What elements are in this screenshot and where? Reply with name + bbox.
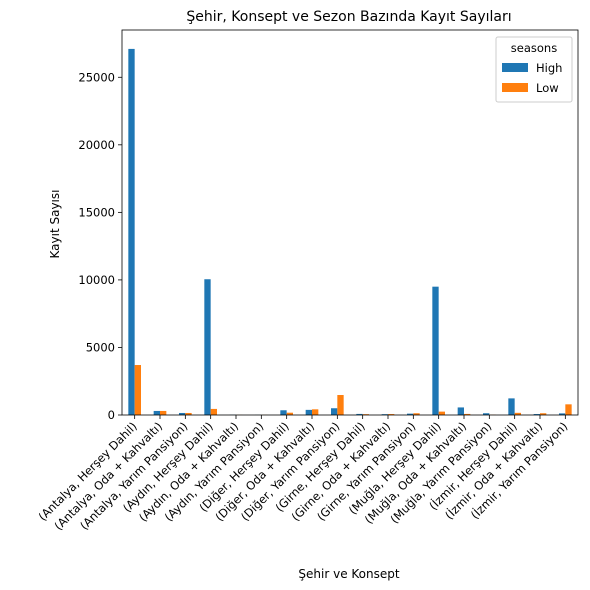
legend: seasons High Low bbox=[495, 36, 573, 103]
bar-high-6 bbox=[280, 410, 287, 415]
bars-layer bbox=[128, 48, 572, 415]
chart-title: Şehir, Konsept ve Sezon Bazında Kayıt Sa… bbox=[186, 9, 511, 25]
bar-high-11 bbox=[407, 413, 414, 415]
bar-high-1 bbox=[153, 410, 160, 415]
bar-low-15 bbox=[514, 412, 521, 415]
bar-low-9 bbox=[362, 414, 369, 415]
y-tick-label: 10000 bbox=[78, 273, 115, 287]
bar-high-3 bbox=[204, 279, 211, 415]
legend-title: seasons bbox=[511, 41, 557, 55]
bar-low-10 bbox=[388, 414, 395, 415]
bar-high-16 bbox=[533, 414, 540, 415]
legend-swatch-low bbox=[502, 83, 528, 92]
bar-low-6 bbox=[286, 412, 293, 415]
bar-high-13 bbox=[457, 407, 464, 415]
bar-high-12 bbox=[432, 286, 439, 415]
y-tick-label: 25000 bbox=[78, 70, 115, 84]
bar-high-2 bbox=[179, 412, 186, 415]
bar-low-2 bbox=[185, 412, 192, 415]
bar-low-7 bbox=[312, 409, 319, 415]
bar-high-9 bbox=[356, 413, 363, 415]
legend-label-low: Low bbox=[536, 81, 559, 95]
bar-high-17 bbox=[559, 413, 566, 415]
bar-low-3 bbox=[210, 408, 217, 415]
bar-low-16 bbox=[540, 413, 547, 415]
bar-low-17 bbox=[565, 404, 572, 415]
bar-low-1 bbox=[160, 410, 167, 415]
bar-high-15 bbox=[508, 398, 515, 415]
y-tick-label: 0 bbox=[108, 408, 115, 422]
bar-high-8 bbox=[331, 408, 338, 415]
bar-low-12 bbox=[438, 411, 445, 415]
y-axis-label: Kayıt Sayısı bbox=[48, 190, 62, 259]
bar-low-13 bbox=[464, 413, 471, 415]
plot-frame bbox=[121, 29, 579, 416]
bar-high-10 bbox=[381, 414, 388, 415]
bar-high-14 bbox=[483, 413, 490, 415]
legend-swatch-high bbox=[502, 63, 528, 72]
bar-low-11 bbox=[413, 413, 420, 415]
bar-low-0 bbox=[134, 365, 141, 415]
y-tick-label: 15000 bbox=[78, 205, 115, 219]
bar-low-8 bbox=[337, 395, 344, 415]
y-tick-label: 5000 bbox=[86, 340, 115, 354]
bar-high-7 bbox=[305, 409, 312, 415]
legend-label-high: High bbox=[536, 61, 562, 75]
bar-high-0 bbox=[128, 48, 135, 415]
x-axis-label: Şehir ve Konsept bbox=[298, 567, 399, 581]
y-tick-label: 20000 bbox=[78, 138, 115, 152]
